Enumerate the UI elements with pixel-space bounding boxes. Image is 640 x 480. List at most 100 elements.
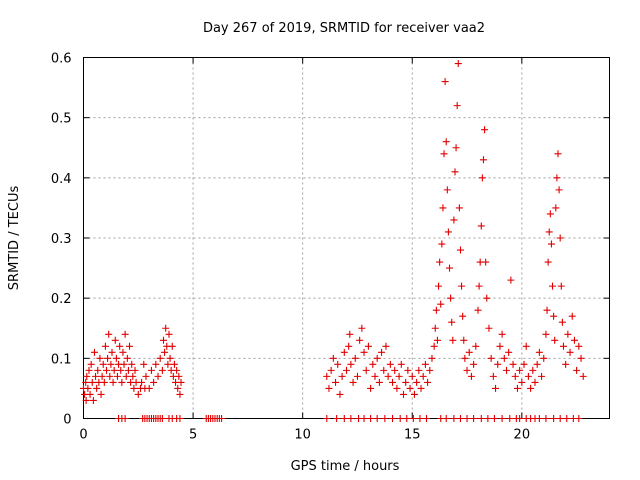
y-tick-label: 0 bbox=[63, 413, 71, 428]
data-point bbox=[451, 168, 459, 176]
data-point bbox=[446, 264, 454, 272]
data-point bbox=[99, 360, 107, 368]
data-point bbox=[433, 336, 441, 344]
zero-data-point bbox=[416, 415, 424, 422]
data-point bbox=[118, 378, 126, 386]
data-point bbox=[360, 348, 368, 356]
data-point bbox=[500, 354, 508, 362]
y-tick-label: 0.1 bbox=[51, 352, 72, 367]
zero-data-point bbox=[542, 415, 550, 422]
data-point bbox=[518, 378, 526, 386]
data-point bbox=[345, 342, 353, 350]
data-point bbox=[109, 378, 117, 386]
data-point bbox=[553, 174, 561, 182]
chart-title: Day 267 of 2019, SRMTID for receiver vaa… bbox=[203, 21, 485, 36]
data-point bbox=[552, 204, 560, 212]
data-point bbox=[168, 342, 176, 350]
data-point bbox=[543, 306, 551, 314]
data-point bbox=[492, 384, 500, 392]
data-point bbox=[573, 366, 581, 374]
data-point bbox=[332, 378, 340, 386]
data-point bbox=[147, 366, 155, 374]
data-point bbox=[106, 372, 114, 380]
data-point bbox=[380, 366, 388, 374]
data-point bbox=[104, 354, 112, 362]
data-point bbox=[444, 228, 452, 236]
zero-data-point bbox=[422, 415, 430, 422]
zero-data-point bbox=[340, 415, 348, 422]
data-point bbox=[130, 384, 138, 392]
zero-data-point bbox=[389, 415, 397, 422]
data-point bbox=[347, 360, 355, 368]
data-point bbox=[395, 372, 403, 380]
data-point bbox=[404, 366, 412, 374]
data-point bbox=[421, 360, 429, 368]
data-point bbox=[154, 372, 162, 380]
data-point bbox=[554, 150, 562, 158]
data-point bbox=[346, 330, 354, 338]
data-point bbox=[577, 354, 585, 362]
data-point bbox=[338, 372, 346, 380]
zero-data-point bbox=[477, 415, 485, 422]
zero-data-point bbox=[409, 415, 417, 422]
data-point bbox=[156, 354, 164, 362]
data-point bbox=[134, 390, 142, 398]
data-point bbox=[564, 330, 572, 338]
data-point bbox=[353, 372, 361, 380]
data-point bbox=[535, 348, 543, 356]
zero-data-point bbox=[470, 415, 478, 422]
data-point bbox=[424, 378, 432, 386]
data-point bbox=[123, 354, 131, 362]
data-point bbox=[166, 354, 174, 362]
data-point bbox=[116, 342, 124, 350]
y-axis-label: SRMTID / TECUs bbox=[7, 186, 22, 291]
data-point bbox=[373, 354, 381, 362]
data-point bbox=[438, 240, 446, 248]
data-point bbox=[371, 372, 379, 380]
data-point bbox=[382, 342, 390, 350]
zero-data-point bbox=[450, 415, 458, 422]
data-point bbox=[101, 342, 109, 350]
data-point bbox=[323, 372, 331, 380]
zero-data-point bbox=[360, 415, 368, 422]
data-point bbox=[443, 186, 451, 194]
data-point bbox=[449, 336, 457, 344]
data-point bbox=[436, 258, 444, 266]
y-tick-labels: 0 0.1 0.2 0.3 0.4 0.5 0.6 bbox=[51, 52, 72, 428]
data-point bbox=[557, 282, 565, 290]
data-point bbox=[489, 372, 497, 380]
data-point bbox=[343, 366, 350, 374]
data-point bbox=[128, 360, 136, 368]
data-point bbox=[175, 372, 183, 380]
zero-data-point bbox=[218, 415, 226, 422]
data-point bbox=[108, 348, 116, 356]
data-point bbox=[428, 354, 436, 362]
data-point bbox=[579, 372, 587, 380]
data-point bbox=[384, 372, 392, 380]
data-point bbox=[437, 300, 445, 308]
data-point bbox=[84, 384, 92, 392]
data-point bbox=[568, 312, 576, 320]
data-point bbox=[507, 276, 515, 284]
data-point bbox=[369, 360, 377, 368]
data-point bbox=[487, 354, 495, 362]
data-point bbox=[435, 282, 443, 290]
zero-data-point bbox=[373, 415, 381, 422]
zero-data-point bbox=[442, 415, 450, 422]
data-point bbox=[173, 366, 181, 374]
data-point bbox=[494, 360, 502, 368]
data-point bbox=[367, 384, 375, 392]
data-point bbox=[460, 336, 468, 344]
data-point bbox=[375, 378, 383, 386]
data-point bbox=[540, 354, 548, 362]
y-tick-label: 0.5 bbox=[51, 112, 72, 127]
data-point bbox=[478, 174, 486, 182]
data-point bbox=[164, 360, 172, 368]
data-point bbox=[459, 312, 467, 320]
data-point bbox=[456, 246, 464, 254]
zero-data-point bbox=[176, 415, 184, 422]
data-point bbox=[520, 360, 528, 368]
data-point bbox=[110, 366, 118, 374]
data-point bbox=[170, 360, 178, 368]
data-point bbox=[415, 366, 423, 374]
